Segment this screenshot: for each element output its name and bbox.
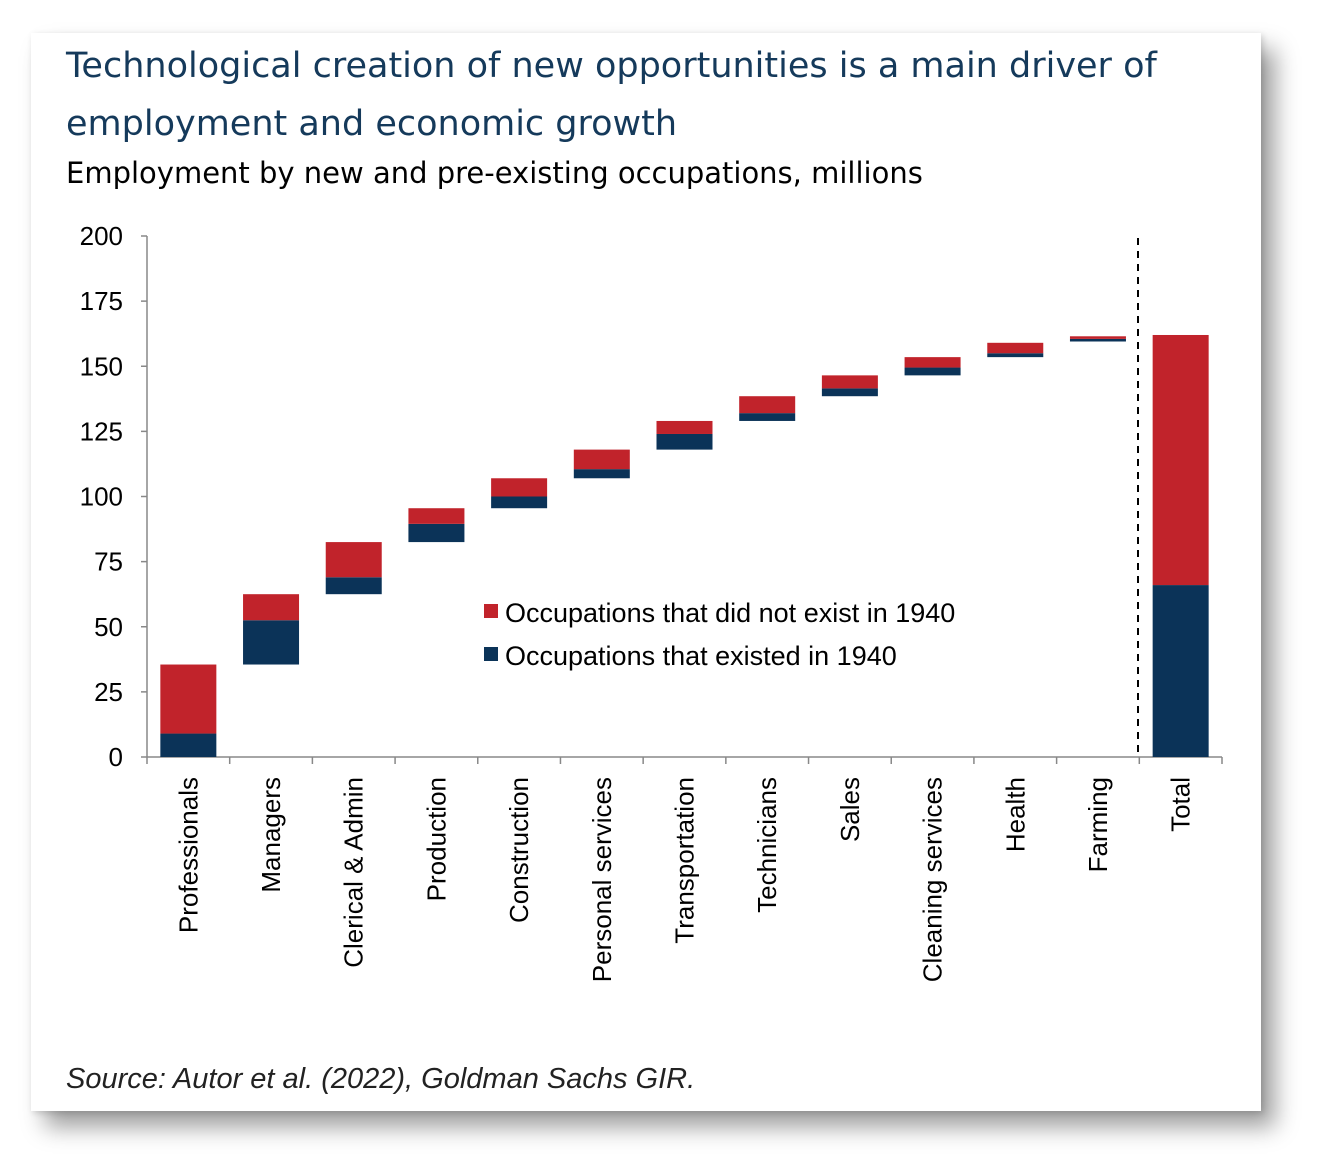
x-tick-label: Construction [504,777,534,923]
bar-new [573,449,630,470]
bar-existing [243,620,300,665]
y-tick-label: 50 [94,612,123,642]
x-tick-label: Cleaning services [918,777,948,982]
bar-new [821,375,878,389]
y-tick-label: 25 [94,677,123,707]
x-axis: Professionals Managers Clerical & Admin Pro… [146,756,1223,982]
legend-label: Occupations that existed in 1940 [505,641,897,671]
y-tick-label: 0 [109,742,123,772]
bar-existing [408,523,465,543]
bar-existing [1069,338,1126,342]
x-tick-label: Production [421,777,451,901]
legend: Occupations that did not exist in 1940 Oc… [484,598,955,671]
bar-new [1069,336,1126,339]
bar-existing [821,388,878,397]
bar-new [491,478,548,497]
bars [160,334,1209,757]
y-tick-label: 175 [80,286,123,316]
x-tick-label: Health [1000,777,1030,852]
bar-existing [656,433,713,450]
bar-new [987,342,1044,354]
bar-new [408,508,465,524]
bar-new [160,664,217,734]
y-axis: 0 25 50 75 100 125 150 175 200 [80,221,148,772]
bar-existing [1152,585,1209,757]
x-tick-label: Clerical & Admin [339,777,369,968]
bar-new [656,420,713,434]
y-tick-label: 150 [80,351,123,381]
x-tick-label: Professionals [173,777,203,933]
bar-existing [987,353,1044,358]
y-tick-label: 100 [80,482,123,512]
bar-existing [739,413,796,421]
legend-swatch [484,647,498,661]
bar-existing [160,733,217,757]
bar-new [739,396,796,414]
bar-new [243,594,300,621]
x-tick-label: Farming [1083,777,1113,872]
chart-subtitle: Employment by new and pre-existing occup… [66,156,923,190]
x-tick-label: Sales [835,777,865,842]
bar-new [1152,334,1209,586]
bar-existing [904,367,961,376]
y-tick-label: 75 [94,547,123,577]
x-tick-label: Total [1166,777,1196,832]
chart-source: Source: Autor et al. (2022), Goldman Sac… [66,1063,696,1095]
bar-new [325,542,382,578]
legend-label: Occupations that did not exist in 1940 [505,598,955,628]
y-tick-label: 200 [80,221,123,251]
y-tick-label: 125 [80,416,123,446]
x-tick-label: Personal services [587,777,617,982]
bar-existing [491,496,548,509]
chart-title: Technological creation of new opportunit… [66,46,1157,144]
bar-existing [573,469,630,479]
x-tick-label: Technicians [752,777,782,913]
chart-card: Technological creation of new opportunit… [31,33,1261,1111]
bar-existing [325,577,382,595]
x-tick-label: Transportation [670,777,700,944]
y-ticks: 0 25 50 75 100 125 150 175 200 [80,221,147,772]
bar-new [904,357,961,368]
x-ticks: Professionals Managers Clerical & Admin Pro… [146,757,1223,982]
x-tick-label: Managers [256,777,286,893]
legend-swatch [484,604,498,618]
